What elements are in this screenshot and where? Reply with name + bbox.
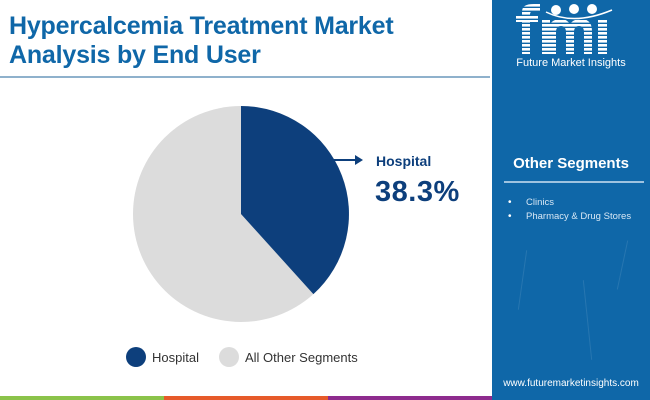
legend-swatch-hospital	[126, 347, 146, 367]
legend-item-hospital: Hospital	[126, 347, 199, 367]
other-segments-divider	[504, 181, 644, 183]
bar-segment-green	[0, 396, 164, 400]
title-line-2: Analysis by End User	[9, 41, 261, 69]
legend-item-other: All Other Segments	[219, 347, 358, 367]
callout-value: 38.3%	[375, 176, 460, 208]
page-title: Hypercalcemia Treatment Market Analysis …	[9, 12, 489, 70]
legend-label: Hospital	[152, 349, 199, 365]
pie-slice-hospital	[241, 106, 349, 295]
pie-chart	[133, 106, 363, 322]
title-line-1: Hypercalcemia Treatment Market	[9, 12, 394, 40]
title-divider	[0, 76, 490, 78]
bottom-color-bar	[0, 396, 492, 400]
legend-label: All Other Segments	[245, 349, 358, 365]
legend-swatch-other	[219, 347, 239, 367]
logo-name: Future Market Insights	[516, 57, 626, 69]
other-segments-list: Clinics Pharmacy & Drug Stores	[506, 196, 646, 224]
sidebar-panel: Future Market Insights Other Segments Cl…	[492, 0, 650, 400]
arrow-right-icon	[355, 155, 363, 165]
website-url: www.futuremarketinsights.com	[503, 378, 639, 389]
bar-segment-purple	[328, 396, 492, 400]
list-item: Pharmacy & Drug Stores	[506, 210, 646, 224]
fmi-logo-icon	[516, 4, 613, 54]
texture-streak	[616, 240, 629, 290]
other-segments-heading: Other Segments	[513, 155, 629, 172]
texture-streak	[582, 280, 593, 360]
callout-label: Hospital	[376, 153, 432, 169]
bar-segment-orange	[164, 396, 328, 400]
list-item: Clinics	[506, 196, 646, 210]
texture-streak	[517, 250, 528, 310]
